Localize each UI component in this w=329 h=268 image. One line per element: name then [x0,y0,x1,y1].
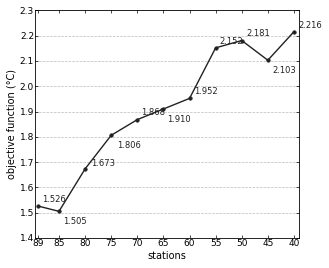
Text: 2.103: 2.103 [272,66,296,75]
X-axis label: stations: stations [148,251,187,261]
Text: 1.526: 1.526 [42,195,66,204]
Text: 1.868: 1.868 [141,109,165,117]
Text: 2.216: 2.216 [298,21,322,29]
Text: 1.910: 1.910 [167,114,191,124]
Text: 2.181: 2.181 [246,29,270,38]
Text: 2.152: 2.152 [220,37,243,46]
Y-axis label: objective function (°C): objective function (°C) [7,69,17,179]
Text: 1.806: 1.806 [117,141,140,150]
Text: 1.673: 1.673 [91,159,114,168]
Text: 1.952: 1.952 [194,87,217,96]
Text: 1.505: 1.505 [63,217,87,226]
